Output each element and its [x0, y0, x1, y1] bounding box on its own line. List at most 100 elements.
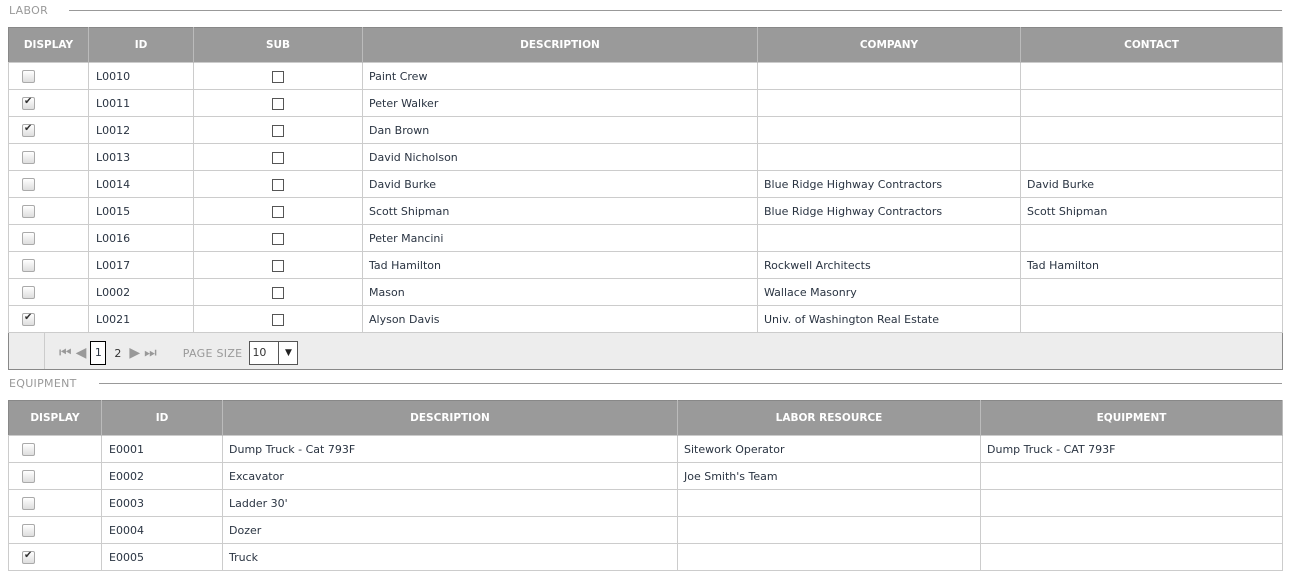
cell-equipment [980, 543, 1283, 571]
column-header[interactable]: ID [101, 400, 223, 436]
cell-sub [193, 170, 363, 198]
display-checkbox[interactable] [22, 496, 35, 510]
sub-checkbox[interactable] [272, 178, 284, 191]
sub-checkbox[interactable] [272, 286, 284, 299]
page-size-select[interactable]: 10 ▼ [249, 341, 299, 365]
table-row[interactable]: E0003 Ladder 30' [8, 489, 1283, 517]
cell-id: L0015 [88, 197, 194, 225]
display-checkbox[interactable] [22, 96, 35, 110]
cell-contact [1020, 305, 1283, 333]
labor-section-title: LABOR [9, 4, 49, 17]
display-checkbox[interactable] [22, 523, 35, 537]
first-page-icon[interactable]: ⏮ [59, 345, 72, 361]
display-checkbox[interactable] [22, 231, 35, 245]
column-header[interactable]: CONTACT [1020, 27, 1283, 63]
cell-description: Dozer [222, 516, 678, 544]
cell-id: E0001 [101, 435, 223, 463]
cell-description: David Burke [362, 170, 758, 198]
table-row[interactable]: E0004 Dozer [8, 516, 1283, 544]
page-2-link[interactable]: 2 [114, 346, 122, 360]
cell-display [8, 516, 102, 544]
sub-checkbox[interactable] [272, 205, 284, 218]
cell-contact [1020, 278, 1283, 306]
cell-company: Blue Ridge Highway Contractors [757, 170, 1021, 198]
table-row[interactable]: L0010 Paint Crew [8, 62, 1283, 90]
cell-id: L0014 [88, 170, 194, 198]
cell-company: Rockwell Architects [757, 251, 1021, 279]
sub-checkbox[interactable] [272, 70, 284, 83]
cell-description: Truck [222, 543, 678, 571]
cell-labor-resource [677, 516, 981, 544]
page-current[interactable]: 1 [90, 341, 107, 365]
divider [69, 10, 1282, 11]
cell-description: Peter Mancini [362, 224, 758, 252]
cell-description: Mason [362, 278, 758, 306]
cell-id: L0013 [88, 143, 194, 171]
table-row[interactable]: L0013 David Nicholson [8, 143, 1283, 171]
prev-page-icon[interactable]: ◀ [75, 345, 87, 361]
next-page-icon[interactable]: ▶ [129, 345, 141, 361]
cell-id: L0011 [88, 89, 194, 117]
labor-pager: ⏮ ◀ 1 2 ▶ ⏭ PAGE SIZE 10 ▼ [8, 333, 1283, 370]
cell-id: L0021 [88, 305, 194, 333]
column-header[interactable]: DESCRIPTION [222, 400, 678, 436]
column-header[interactable]: COMPANY [757, 27, 1021, 63]
display-checkbox[interactable] [22, 442, 35, 456]
display-checkbox[interactable] [22, 177, 35, 191]
sub-checkbox[interactable] [272, 259, 284, 272]
column-header[interactable]: DISPLAY [8, 400, 102, 436]
cell-description: Dan Brown [362, 116, 758, 144]
table-row[interactable]: E0002 Excavator Joe Smith's Team [8, 462, 1283, 490]
table-row[interactable]: L0015 Scott Shipman Blue Ridge Highway Con… [8, 197, 1283, 225]
table-row[interactable]: E0001 Dump Truck - Cat 793F Sitework Opera… [8, 435, 1283, 463]
display-checkbox[interactable] [22, 312, 35, 326]
display-checkbox[interactable] [22, 123, 35, 137]
cell-company [757, 116, 1021, 144]
cell-labor-resource [677, 543, 981, 571]
display-checkbox[interactable] [22, 285, 35, 299]
display-checkbox[interactable] [22, 150, 35, 164]
sub-checkbox[interactable] [272, 313, 284, 326]
cell-sub [193, 251, 363, 279]
table-row[interactable]: L0011 Peter Walker [8, 89, 1283, 117]
table-row[interactable]: L0012 Dan Brown [8, 116, 1283, 144]
cell-id: L0012 [88, 116, 194, 144]
cell-display [8, 143, 89, 171]
chevron-down-icon[interactable]: ▼ [278, 342, 297, 364]
column-header[interactable]: EQUIPMENT [980, 400, 1283, 436]
sub-checkbox[interactable] [272, 97, 284, 110]
cell-id: L0002 [88, 278, 194, 306]
display-checkbox[interactable] [22, 469, 35, 483]
cell-company [757, 62, 1021, 90]
cell-company: Blue Ridge Highway Contractors [757, 197, 1021, 225]
display-checkbox[interactable] [22, 204, 35, 218]
cell-id: L0017 [88, 251, 194, 279]
cell-display [8, 462, 102, 490]
column-header[interactable]: DESCRIPTION [362, 27, 758, 63]
display-checkbox[interactable] [22, 69, 35, 83]
last-page-icon[interactable]: ⏭ [144, 345, 157, 361]
column-header[interactable]: ID [88, 27, 194, 63]
cell-display [8, 305, 89, 333]
cell-description: Alyson Davis [362, 305, 758, 333]
cell-company [757, 224, 1021, 252]
cell-display [8, 435, 102, 463]
sub-checkbox[interactable] [272, 124, 284, 137]
column-header[interactable]: DISPLAY [8, 27, 89, 63]
table-row[interactable]: L0014 David Burke Blue Ridge Highway Contr… [8, 170, 1283, 198]
sub-checkbox[interactable] [272, 232, 284, 245]
table-row[interactable]: L0016 Peter Mancini [8, 224, 1283, 252]
table-row[interactable]: L0002 Mason Wallace Masonry [8, 278, 1283, 306]
column-header[interactable]: LABOR RESOURCE [677, 400, 981, 436]
table-row[interactable]: L0017 Tad Hamilton Rockwell Architects Tad … [8, 251, 1283, 279]
cell-id: E0002 [101, 462, 223, 490]
sub-checkbox[interactable] [272, 151, 284, 164]
column-header[interactable]: SUB [193, 27, 363, 63]
cell-display [8, 543, 102, 571]
cell-display [8, 62, 89, 90]
cell-description: Ladder 30' [222, 489, 678, 517]
display-checkbox[interactable] [22, 258, 35, 272]
display-checkbox[interactable] [22, 550, 35, 564]
